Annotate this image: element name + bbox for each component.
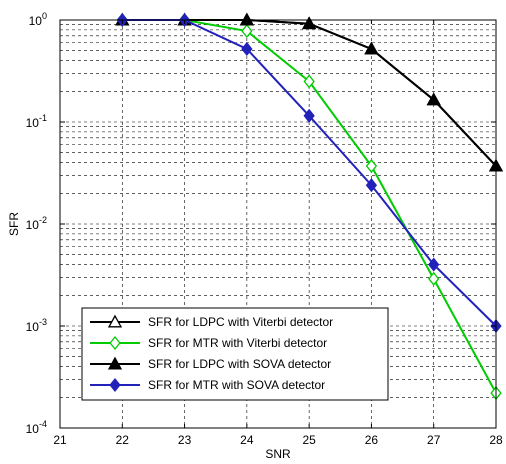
- data-point: [428, 257, 440, 272]
- data-point: [241, 41, 253, 57]
- x-tick-label: 22: [116, 433, 130, 447]
- x-tick-label: 28: [489, 433, 503, 447]
- x-tick-label: 23: [178, 433, 192, 447]
- x-axis-label: SNR: [265, 447, 291, 461]
- y-tick-label: 100: [29, 11, 47, 28]
- y-axis-label: SFR: [7, 212, 21, 236]
- data-point: [364, 41, 379, 55]
- x-tick-label: 26: [365, 433, 379, 447]
- legend-marker: [109, 335, 121, 351]
- legend: SFR for LDPC with Viterbi detector SFR fo…: [81, 307, 389, 401]
- x-tick-label: 21: [53, 433, 67, 447]
- legend-item: SFR for LDPC with SOVA detector: [90, 356, 331, 371]
- data-point: [365, 178, 378, 193]
- data-point: [303, 74, 315, 89]
- x-tick-label: 25: [302, 433, 316, 447]
- data-point: [239, 12, 254, 26]
- legend-marker: [107, 356, 123, 370]
- data-point: [365, 159, 378, 174]
- data-point: [303, 108, 315, 123]
- data-point: [426, 92, 441, 106]
- y-tick-label: 10-3: [26, 317, 47, 334]
- y-tick-label: 10-1: [26, 113, 47, 130]
- legend-marker: [107, 314, 123, 328]
- ticks: 21 22 23 24 25 26 27 28 100 10-1 10-2 10-3 10-4: [26, 11, 503, 447]
- legend-item: SFR for MTR with Viterbi detector: [90, 335, 327, 351]
- legend-item: SFR for LDPC with Viterbi detector: [90, 314, 333, 329]
- legend-label: SFR for LDPC with SOVA detector: [148, 357, 331, 371]
- y-tick-label: 10-4: [26, 419, 47, 436]
- x-tick-label: 24: [240, 433, 254, 447]
- data-point: [428, 271, 440, 286]
- x-tick-label: 27: [427, 433, 441, 447]
- legend-label: SFR for MTR with Viterbi detector: [148, 336, 327, 350]
- legend-label: SFR for MTR with SOVA detector: [148, 378, 325, 392]
- legend-marker: [109, 377, 121, 393]
- legend-label: SFR for LDPC with Viterbi detector: [148, 315, 333, 329]
- legend-item: SFR for MTR with SOVA detector: [90, 377, 325, 393]
- data-point: [241, 23, 253, 39]
- y-tick-label: 10-2: [26, 215, 47, 232]
